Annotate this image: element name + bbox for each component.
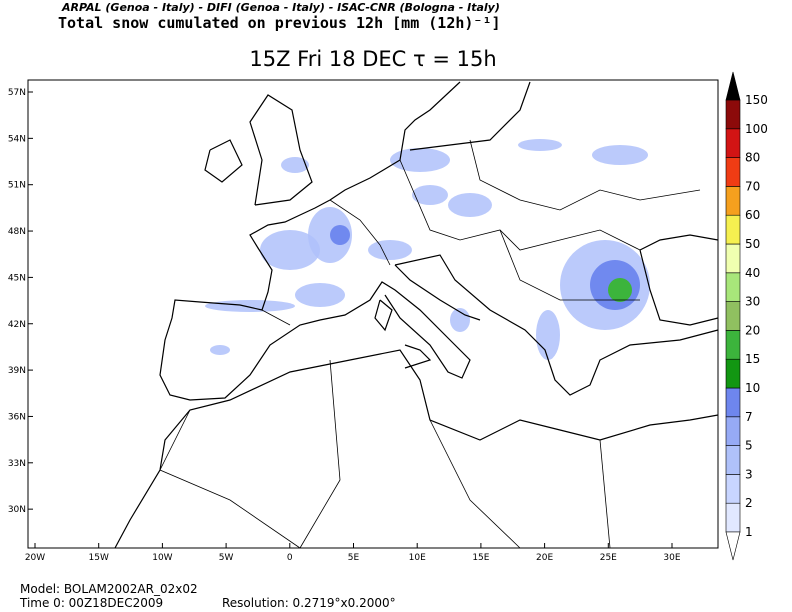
colorbar-swatch — [725, 445, 741, 475]
colorbar-label: 60 — [745, 208, 760, 222]
lon-label: 0 — [287, 553, 293, 563]
map-area — [27, 79, 719, 549]
model-label: Model: BOLAM2002AR_02x02 — [20, 582, 198, 596]
lat-label: 51N — [8, 181, 26, 191]
lat-label: 57N — [8, 88, 26, 98]
colorbar-swatch — [725, 214, 741, 245]
colorbar-label: 40 — [745, 266, 760, 280]
colorbar-label: 50 — [745, 237, 760, 251]
colorbar-label: 7 — [745, 410, 753, 424]
lon-label: 10E — [409, 553, 426, 563]
resolution-label: Resolution: 0.2719°x0.2000° — [222, 596, 396, 610]
lon-label: 20W — [25, 553, 45, 563]
colorbar-label: 1 — [745, 525, 753, 539]
lon-label: 30E — [663, 553, 680, 563]
lon-label: 5W — [219, 553, 234, 563]
credits: ARPAL (Genoa - Italy) - DIFI (Genoa - It… — [61, 1, 500, 14]
lon-label: 20E — [536, 553, 553, 563]
colorbar-label: 5 — [745, 439, 753, 453]
colorbar-label: 3 — [745, 467, 753, 481]
time-label: Time 0: 00Z18DEC2009 — [19, 596, 163, 610]
colorbar: 1 2 3 5 7 10 15 20 30 40 50 60 70 80 100 150 — [725, 71, 768, 561]
colorbar-swatch — [725, 157, 741, 187]
lat-label: 39N — [8, 366, 26, 376]
colorbar-swatch — [725, 474, 741, 504]
colorbar-label: 10 — [745, 381, 760, 395]
field-title: Total snow cumulated on previous 12h [mm… — [58, 14, 501, 32]
colorbar-swatch — [725, 301, 741, 331]
lon-label: 5E — [348, 553, 360, 563]
colorbar-over — [725, 71, 741, 101]
colorbar-swatch — [725, 502, 741, 533]
lon-label: 25E — [600, 553, 617, 563]
colorbar-swatch — [725, 416, 741, 446]
map-title: 15Z Fri 18 DEC τ = 15h — [249, 47, 496, 71]
colorbar-swatch — [725, 272, 741, 302]
colorbar-swatch — [725, 387, 741, 418]
colorbar-label: 20 — [745, 323, 760, 337]
colorbar-label: 100 — [745, 122, 768, 136]
lat-label: 48N — [8, 227, 26, 237]
lat-label: 54N — [8, 134, 26, 144]
colorbar-label: 150 — [745, 93, 768, 107]
lon-label: 15E — [472, 553, 489, 563]
colorbar-label: 2 — [745, 496, 753, 510]
colorbar-swatch — [725, 186, 741, 216]
colorbar-swatch — [725, 128, 741, 158]
colorbar-swatch — [725, 99, 741, 130]
snow-fields — [205, 139, 650, 360]
colorbar-label: 15 — [745, 352, 760, 366]
lat-label: 45N — [8, 273, 26, 283]
lat-label: 42N — [8, 320, 26, 330]
axes: 57N 54N 51N 48N 45N 42N 39N 36N 33N 30N 20W 15W 10W 5… — [8, 88, 681, 563]
lat-label: 36N — [8, 412, 26, 422]
colorbar-swatch — [725, 330, 741, 360]
lon-label: 10W — [152, 553, 172, 563]
colorbar-swatch — [725, 358, 741, 389]
borders — [159, 139, 701, 549]
colorbar-label: 30 — [745, 295, 760, 309]
colorbar-under — [725, 531, 741, 561]
coastlines — [114, 81, 719, 549]
colorbar-label: 70 — [745, 179, 760, 193]
lat-label: 33N — [8, 459, 26, 469]
colorbar-label: 80 — [745, 151, 760, 165]
colorbar-swatch — [725, 243, 741, 274]
lat-label: 30N — [8, 505, 26, 515]
lon-label: 15W — [89, 553, 109, 563]
